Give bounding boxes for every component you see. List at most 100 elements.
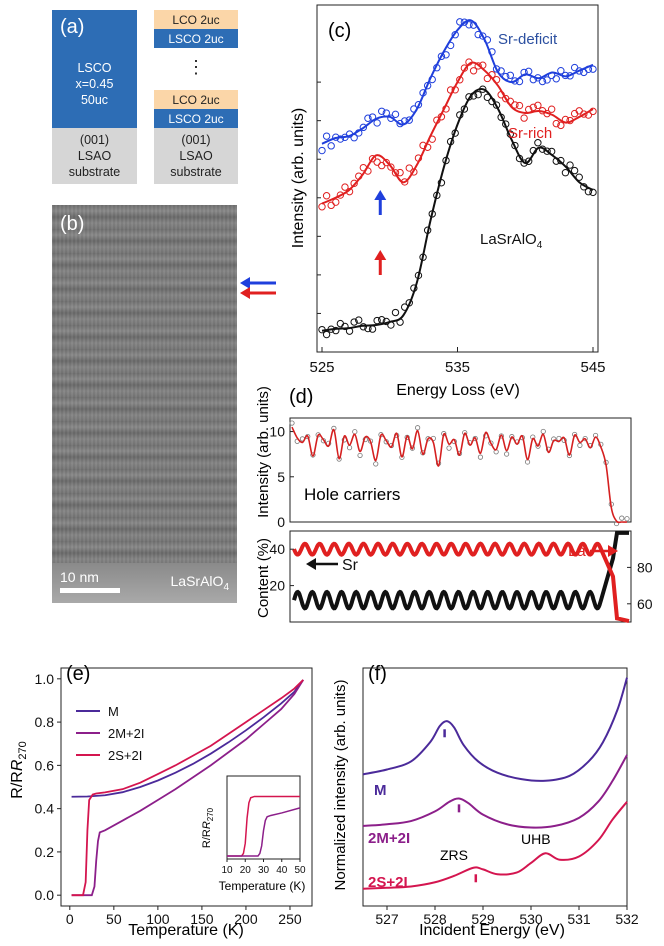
panel-b-stem-image: (b) 10 nm LaSrAlO4 — [52, 205, 237, 603]
chart-e-legend-label: 2S+2I — [108, 748, 142, 763]
chart-d-top-ylabel: Intensity (arb. units) — [255, 386, 272, 518]
chart-c-point — [391, 169, 400, 177]
substrate-name: LSAO — [77, 149, 112, 163]
chart-d-bottom-y2tick-label: 60 — [637, 596, 653, 612]
chart-c-point — [350, 318, 358, 326]
chart-d-top-point — [399, 454, 405, 460]
panel-c-label: (c) — [328, 20, 351, 42]
substrate-orientation: (001) — [79, 133, 110, 147]
chart-e-ylabel: R/RR270 — [9, 741, 29, 798]
inset-frame — [226, 775, 301, 860]
chart-f-series-line — [362, 677, 628, 782]
chart-c-point — [322, 132, 331, 140]
chart-c-point — [483, 74, 492, 83]
chart-f-xtick-label: 529 — [471, 911, 495, 927]
chart-d-bottom-line — [292, 541, 630, 624]
chart-e-legend-label: M — [108, 704, 119, 719]
chart-e-series-line — [71, 679, 304, 897]
chart-d-top-point — [477, 454, 484, 460]
series-label-m: M — [374, 782, 387, 799]
chart-e-ytick-label: 0.8 — [35, 714, 55, 730]
inset-series-line — [227, 807, 301, 857]
up-arrow-icon — [374, 190, 387, 200]
chart-d-top-ytick-label: 0 — [277, 514, 285, 530]
chart-c-xlabel: Energy Loss (eV) — [396, 382, 520, 399]
stem-texture — [52, 205, 237, 603]
series-label-2m2i: 2M+2I — [368, 830, 410, 847]
chart-d-top-point — [310, 452, 316, 458]
chart-c-point — [405, 116, 413, 124]
panel-f-label: (f) — [368, 663, 387, 685]
lsco-film-label: LSCO — [77, 61, 112, 75]
chart-c-point — [575, 67, 583, 75]
inset-ylabel: R/RR270 — [201, 807, 215, 848]
chart-c-point — [396, 168, 404, 177]
chart-d-top-frame — [289, 417, 632, 523]
hole-carriers-label: Hole carriers — [304, 485, 400, 504]
chart-c-point — [387, 163, 395, 171]
chart-c-xtick-label: 545 — [580, 359, 605, 376]
lsco-layer-label: LSCO 2uc — [168, 111, 224, 126]
chart-c-point — [552, 75, 560, 83]
lsco-film-block: LSCO x=0.45 50uc — [52, 10, 137, 128]
chart-d-bottom-ytick-label: 20 — [269, 578, 285, 594]
panel-a-label: (a) — [60, 16, 85, 38]
chart-e-frame — [60, 667, 313, 907]
chart-e-ytick-label: 0.4 — [35, 801, 55, 817]
chart-c-point — [350, 179, 358, 188]
chart-d-top-ytick-label: 10 — [269, 424, 285, 440]
chart-d-bottom-ylabel: Content (%) — [255, 538, 272, 618]
chart-f-plot: 527 528 529 530 531 532 — [362, 667, 639, 927]
chart-c-point — [511, 77, 519, 85]
inset-xtick-label: 50 — [294, 865, 306, 876]
lsco-layer-label: LSCO 2uc — [168, 31, 224, 46]
chart-c-point — [547, 105, 556, 113]
chart-c-point — [437, 52, 446, 61]
chart-c-point — [373, 158, 381, 166]
vertical-ellipsis-icon: ⋮ — [187, 56, 205, 77]
stem-bright-substrate — [52, 563, 237, 603]
chart-c-point — [580, 110, 588, 118]
substrate-word: substrate — [68, 165, 121, 179]
chart-e-xlabel: Temperature (K) — [128, 922, 244, 939]
chart-c-point — [506, 71, 515, 79]
chart-c-point — [474, 90, 482, 99]
chart-c-point — [336, 135, 345, 143]
chart-e-ytick-label: 0.6 — [35, 757, 55, 773]
chart-c-point — [332, 326, 340, 335]
chart-c-point — [561, 169, 570, 177]
lco-layer-label: LCO 2uc — [172, 12, 220, 27]
chart-c-point — [456, 18, 464, 26]
inset-xlabel: Temperature (K) — [219, 879, 306, 893]
chart-e-xtick-label: 200 — [234, 911, 258, 927]
chart-f-xtick-label: 532 — [615, 911, 639, 927]
inset-xtick-label: 30 — [258, 865, 270, 876]
chart-f-xtick-label: 531 — [567, 911, 591, 927]
chart-c-point — [529, 103, 537, 112]
chart-c-point — [322, 192, 331, 200]
chart-f-xtick-label: 528 — [423, 911, 447, 927]
material-subscript: 4 — [223, 582, 229, 593]
inset-xtick-label: 40 — [276, 865, 288, 876]
chart-e-series-line — [71, 679, 304, 798]
lco-layer-label: LCO 2uc — [172, 92, 220, 107]
chart-c-series-line — [321, 19, 594, 145]
scale-bar — [60, 588, 120, 593]
chart-c-point — [391, 110, 400, 119]
chart-e-ytick-label: 0.2 — [35, 844, 55, 860]
substrate-word: substrate — [170, 165, 222, 179]
chart-e-xtick-label: 250 — [278, 911, 302, 927]
chart-c-point — [538, 77, 547, 86]
inset-xtick-label: 20 — [240, 865, 252, 876]
chart-e-xtick-label: 50 — [106, 911, 122, 927]
chart-c-point — [322, 330, 331, 339]
chart-d-top-point — [504, 451, 510, 457]
chart-c-point — [382, 158, 391, 167]
substrate-block-right: (001) LSAO substrate — [154, 128, 238, 184]
chart-d-plot: 0 5 10 20 40 60 80 — [269, 417, 653, 624]
chart-f-series-line — [362, 754, 628, 829]
chart-d-top-point — [373, 461, 379, 467]
zrs-annotation: ZRS — [440, 847, 468, 863]
